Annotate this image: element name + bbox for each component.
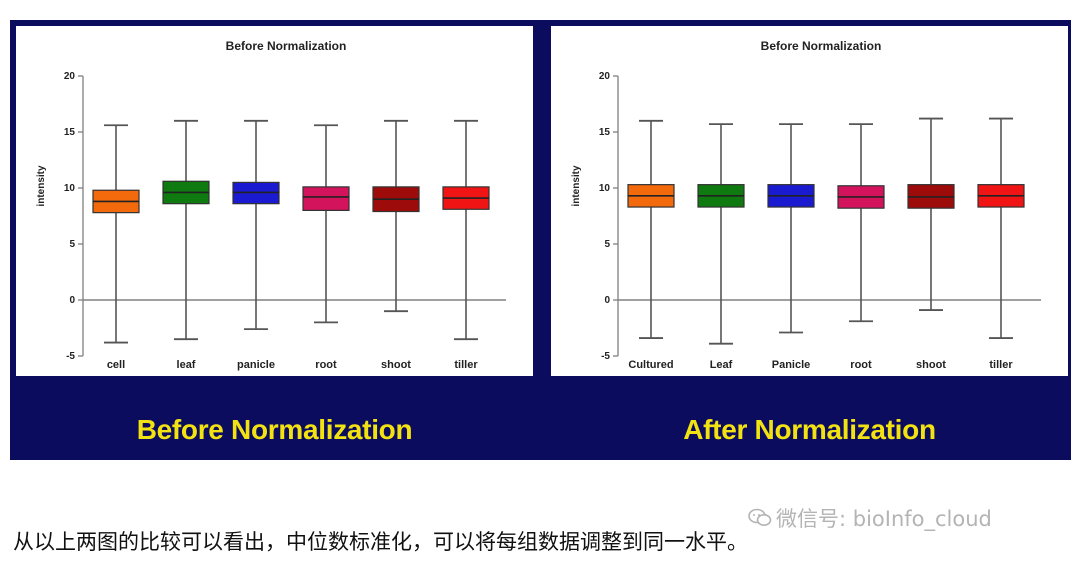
- x-category-label: leaf: [177, 359, 196, 371]
- y-axis-label: intensity: [36, 165, 47, 207]
- x-category-label: root: [315, 359, 337, 371]
- watermark-text: 微信号: bioInfo_cloud: [776, 507, 992, 531]
- y-tick-label: 20: [599, 71, 611, 82]
- chart-title: Before Normalization: [761, 39, 882, 53]
- x-category-label: panicle: [237, 359, 275, 371]
- boxplot-after-chart: Before Normalization -5 0 5 10 15 20 intensity C…: [571, 39, 1041, 371]
- x-category-label: shoot: [916, 359, 946, 371]
- y-tick-label: 0: [69, 295, 75, 306]
- wechat-watermark: 微信号: bioInfo_cloud: [748, 503, 992, 533]
- boxplot-before-chart: Before Normalization -5 0 5 10 15 20 intensity c…: [36, 39, 506, 371]
- x-category-label: cell: [107, 359, 125, 371]
- y-tick-label: 15: [64, 127, 76, 138]
- y-tick-label: 15: [599, 127, 611, 138]
- y-tick-label: 20: [64, 71, 76, 82]
- y-tick-label: 5: [69, 239, 75, 250]
- wechat-icon: [748, 508, 772, 526]
- x-category-label: Panicle: [772, 359, 811, 371]
- y-tick-label: 0: [604, 295, 610, 306]
- y-tick-label: 10: [64, 183, 76, 194]
- y-tick-label: -5: [601, 351, 610, 362]
- x-category-label: root: [850, 359, 872, 371]
- caption-after-normalization: After Normalization: [683, 414, 936, 445]
- body-paragraph: 从以上两图的比较可以看出，中位数标准化，可以将每组数据调整到同一水平。: [13, 530, 748, 554]
- y-tick-label: 5: [604, 239, 610, 250]
- chart-title: Before Normalization: [226, 39, 347, 53]
- y-axis-label: intensity: [571, 165, 582, 207]
- slide-background: Before Normalization -5 0 5 10 15 20 intensity c…: [10, 20, 1071, 460]
- chart-panel-before: Before Normalization -5 0 5 10 15 20 intensity c…: [16, 26, 533, 376]
- x-category-label: tiller: [454, 359, 478, 371]
- x-category-label: Cultured: [628, 359, 673, 371]
- chart-panel-after: Before Normalization -5 0 5 10 15 20 intensity C…: [551, 26, 1068, 376]
- y-tick-label: -5: [66, 351, 75, 362]
- y-tick-label: 10: [599, 183, 611, 194]
- box-root: [302, 186, 350, 212]
- x-category-label: shoot: [381, 359, 411, 371]
- caption-before-normalization: Before Normalization: [136, 414, 413, 445]
- x-category-label: tiller: [989, 359, 1013, 371]
- x-category-label: Leaf: [710, 359, 733, 371]
